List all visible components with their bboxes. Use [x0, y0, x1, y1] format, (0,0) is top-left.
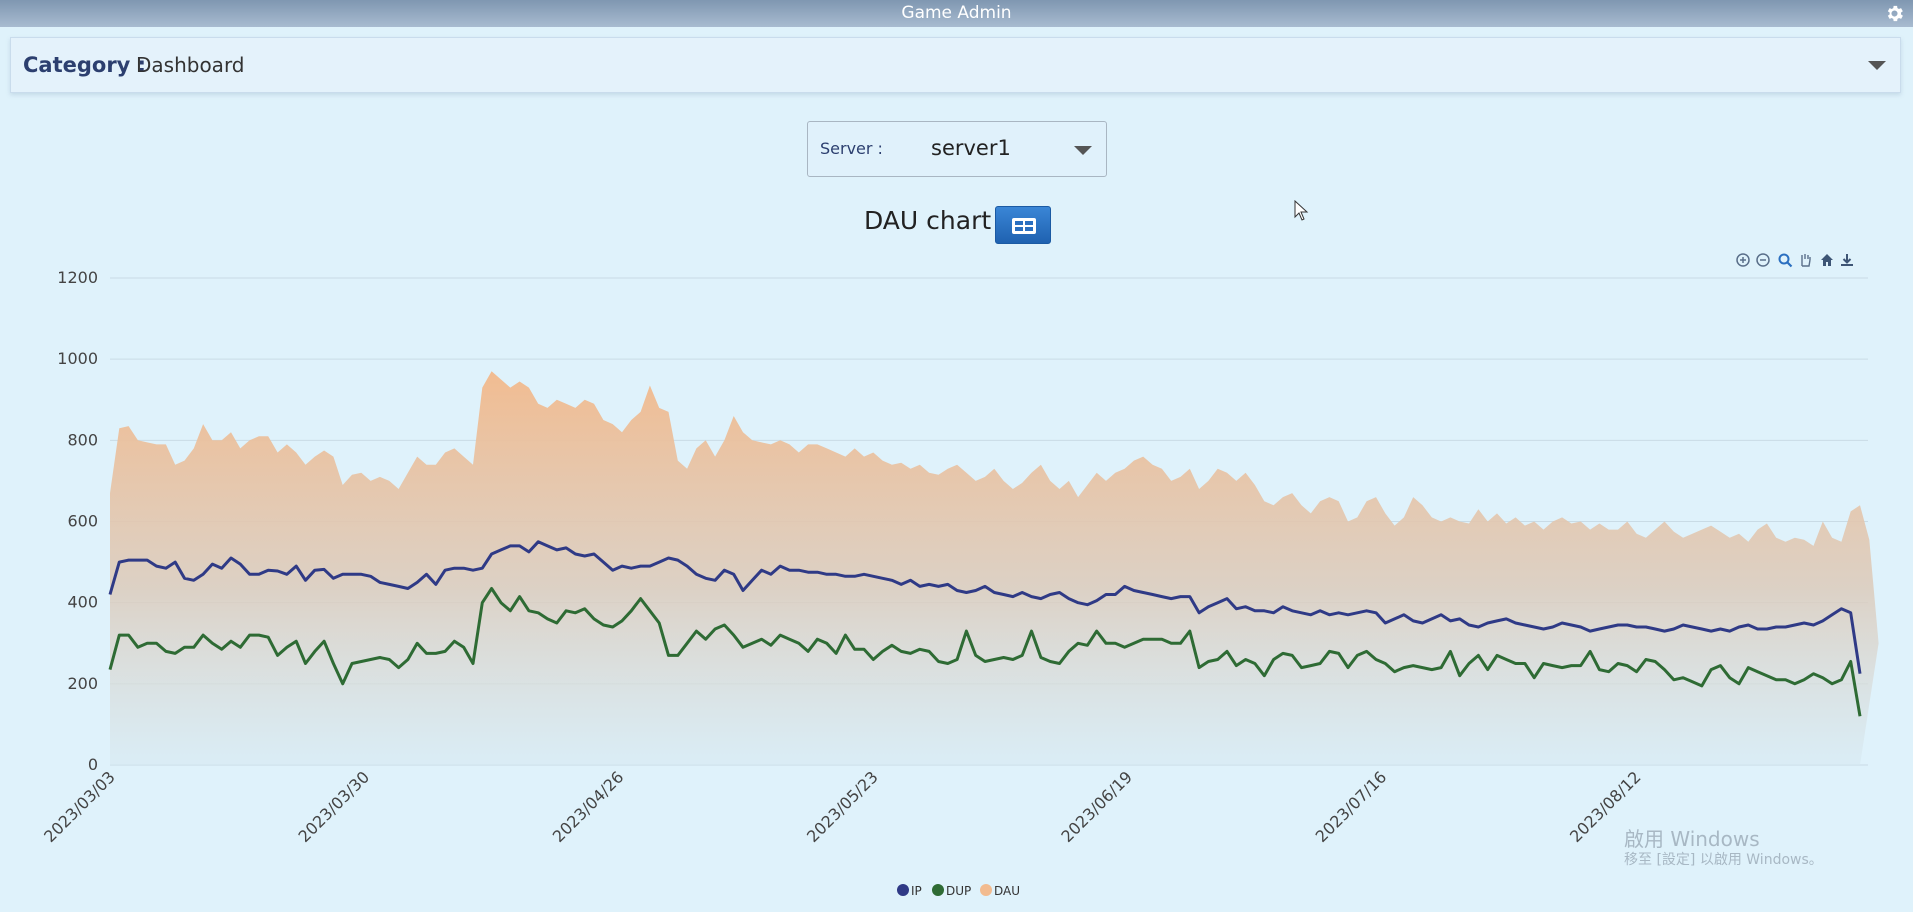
- legend-label-dup[interactable]: DUP: [946, 884, 971, 898]
- y-tick-label: 200: [67, 674, 98, 693]
- chart-title: DAU chart: [864, 206, 992, 235]
- category-value: Dashboard: [136, 53, 245, 77]
- x-tick-label: 2023/03/03: [40, 767, 119, 846]
- y-tick-label: 600: [67, 512, 98, 531]
- home-icon[interactable]: [1819, 252, 1835, 268]
- y-tick-label: 800: [67, 430, 98, 449]
- table-view-button[interactable]: [995, 206, 1051, 244]
- zoom-out-icon[interactable]: [1755, 252, 1771, 268]
- legend-marker-ip[interactable]: [897, 884, 909, 896]
- series-dau-area: [110, 371, 1879, 765]
- x-tick-label: 2023/05/23: [803, 767, 882, 846]
- server-label: Server :: [820, 139, 883, 158]
- server-value: server1: [931, 136, 1011, 160]
- x-tick-label: 2023/03/30: [294, 767, 373, 846]
- windows-activation-watermark: 啟用 Windows: [1624, 827, 1760, 851]
- windows-activation-hint: 移至 [設定] 以啟用 Windows。: [1624, 852, 1823, 868]
- table-icon: [1012, 218, 1036, 234]
- chevron-down-icon[interactable]: [1074, 146, 1092, 155]
- mouse-cursor-icon: [1294, 200, 1309, 221]
- series-ip-line: [108, 540, 1862, 674]
- category-label: Category :: [23, 53, 147, 77]
- server-select[interactable]: Server : server1: [807, 121, 1107, 177]
- y-tick-label: 1000: [57, 349, 98, 368]
- x-tick-label: 2023/07/16: [1312, 767, 1391, 846]
- y-tick-label: 0: [88, 755, 98, 774]
- legend-label-dau[interactable]: DAU: [994, 884, 1020, 898]
- legend-label-ip[interactable]: IP: [911, 884, 922, 898]
- x-tick-label: 2023/06/19: [1057, 767, 1136, 846]
- x-tick-label: 2023/04/26: [549, 767, 628, 846]
- y-tick-label: 1200: [57, 268, 98, 287]
- download-icon[interactable]: [1839, 252, 1855, 268]
- chevron-down-icon[interactable]: [1868, 61, 1886, 70]
- series-dup-line: [108, 587, 1862, 717]
- category-selector[interactable]: Category : Dashboard: [10, 37, 1901, 93]
- title-bar: Game Admin: [0, 0, 1913, 27]
- legend-marker-dup[interactable]: [932, 884, 944, 896]
- zoom-icon[interactable]: [1777, 252, 1793, 268]
- gear-icon[interactable]: [1884, 3, 1905, 24]
- y-tick-label: 400: [67, 593, 98, 612]
- legend-marker-dau[interactable]: [980, 884, 992, 896]
- window-title: Game Admin: [901, 3, 1012, 23]
- pan-icon[interactable]: [1797, 252, 1813, 268]
- zoom-in-icon[interactable]: [1735, 252, 1751, 268]
